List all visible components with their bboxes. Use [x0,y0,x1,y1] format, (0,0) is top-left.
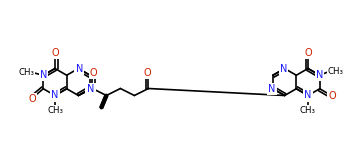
Text: CH₃: CH₃ [18,68,34,77]
Text: N: N [86,84,94,94]
Text: N: N [316,70,323,80]
Text: N: N [87,84,95,94]
Text: N: N [280,64,287,74]
Text: CH₃: CH₃ [300,106,316,115]
Text: O: O [304,48,312,57]
Text: N: N [268,84,276,94]
Text: N: N [75,64,82,74]
Text: N: N [76,64,83,74]
Text: N: N [51,91,59,100]
Text: O: O [144,68,151,77]
Text: O: O [28,94,36,104]
Text: CH₃: CH₃ [328,67,344,76]
Text: O: O [329,91,336,101]
Text: N: N [40,70,47,80]
Text: N: N [304,91,312,100]
Text: O: O [51,48,59,57]
Text: O: O [90,68,97,77]
Text: CH₃: CH₃ [47,106,63,115]
